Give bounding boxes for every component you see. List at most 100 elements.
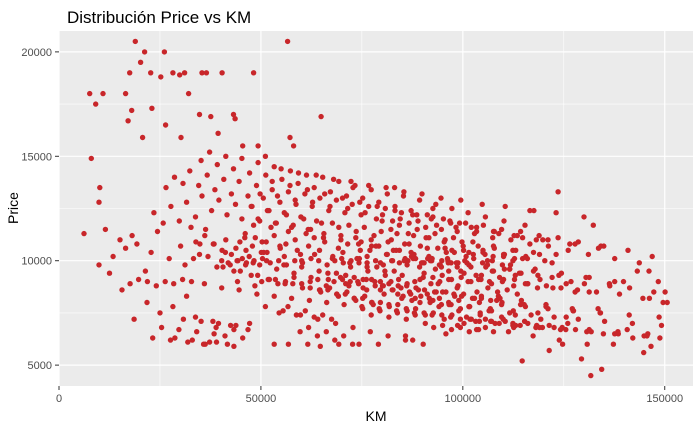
data-point: [292, 237, 298, 243]
data-point: [197, 241, 203, 247]
data-point: [421, 287, 428, 293]
data-point: [326, 207, 332, 214]
data-point: [646, 268, 652, 274]
data-point: [431, 324, 437, 331]
data-point: [290, 281, 296, 287]
data-point: [522, 303, 529, 310]
data-point: [344, 289, 350, 295]
data-point: [148, 70, 154, 76]
data-point: [215, 130, 221, 136]
data-point: [245, 326, 251, 333]
data-point: [516, 270, 523, 276]
data-point: [522, 281, 529, 287]
data-point: [451, 249, 457, 256]
data-point: [297, 329, 303, 335]
data-point: [565, 247, 571, 253]
data-point: [259, 278, 265, 285]
data-point: [422, 320, 428, 327]
data-point: [339, 255, 345, 262]
data-point: [433, 289, 439, 295]
data-point: [388, 237, 394, 243]
data-point: [412, 306, 419, 312]
data-point: [616, 291, 623, 297]
data-point: [317, 195, 323, 201]
data-point: [271, 293, 277, 299]
data-point: [536, 232, 542, 239]
data-point: [96, 262, 102, 268]
data-point: [378, 228, 384, 235]
data-point: [517, 228, 524, 235]
data-point: [345, 205, 351, 212]
data-point: [313, 218, 320, 224]
data-point: [559, 341, 566, 347]
data-point: [368, 243, 375, 249]
data-point: [134, 241, 140, 247]
data-point: [324, 299, 330, 306]
data-point: [299, 281, 305, 287]
data-point: [575, 316, 581, 322]
data-point: [518, 297, 525, 304]
data-point: [333, 270, 340, 276]
y-tick-label: 5000: [28, 360, 52, 372]
data-point: [181, 70, 188, 76]
data-point: [400, 293, 406, 299]
data-point: [276, 258, 282, 264]
data-point: [553, 210, 559, 216]
data-point: [403, 316, 409, 322]
data-point: [468, 224, 474, 230]
data-point: [454, 264, 460, 270]
data-point: [272, 276, 279, 283]
data-point: [283, 212, 290, 218]
data-point: [512, 272, 518, 278]
data-point: [595, 306, 601, 312]
data-point: [347, 264, 354, 270]
y-axis-title: Price: [5, 192, 21, 224]
data-point: [168, 203, 174, 210]
data-point: [315, 276, 321, 283]
data-point: [269, 178, 275, 185]
data-point: [151, 210, 157, 216]
data-point: [469, 295, 476, 301]
data-point: [517, 322, 523, 329]
data-point: [182, 262, 188, 268]
data-point: [135, 276, 142, 283]
data-point: [222, 249, 229, 256]
data-point: [297, 312, 304, 318]
data-point: [514, 232, 520, 239]
data-point: [311, 314, 317, 320]
data-point: [559, 324, 565, 331]
data-point: [132, 38, 138, 45]
data-point: [416, 264, 423, 270]
data-point: [87, 90, 93, 97]
data-point: [530, 333, 536, 339]
data-point: [322, 191, 328, 197]
data-point: [127, 70, 133, 76]
data-point: [318, 220, 325, 226]
data-point: [333, 197, 340, 203]
x-axis-title: KM: [366, 408, 387, 424]
data-point: [180, 316, 187, 322]
data-point: [287, 134, 293, 141]
data-point: [170, 70, 176, 76]
data-point: [402, 337, 409, 343]
data-point: [341, 301, 347, 308]
data-point: [512, 312, 518, 318]
data-point: [443, 289, 449, 295]
data-point: [492, 320, 498, 327]
data-point: [194, 329, 200, 335]
data-point: [435, 281, 441, 287]
data-point: [335, 245, 342, 251]
data-point: [233, 245, 239, 251]
data-point: [410, 212, 416, 218]
data-point: [332, 337, 338, 343]
data-point: [283, 241, 289, 247]
data-point: [430, 205, 436, 212]
data-point: [127, 281, 133, 287]
data-point: [415, 218, 421, 224]
data-point: [417, 299, 423, 306]
data-point: [433, 222, 440, 228]
data-point: [125, 118, 131, 124]
data-point: [389, 258, 395, 264]
data-point: [423, 224, 429, 230]
data-point: [530, 249, 537, 256]
